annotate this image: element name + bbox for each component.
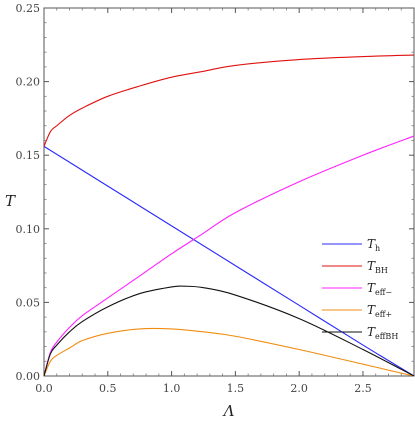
plot-frame [43,7,415,377]
x-axis-title: Λ [222,402,235,420]
x-tick-label: 1.0 [163,382,181,395]
x-tick-label: 2.5 [354,382,372,395]
tick-labels: 0.0 0.5 1.0 1.5 2.0 2.5 0.00 0.05 0.10 0.15 0.20 0.… [16,2,372,395]
y-tick-label: 0.10 [16,223,41,236]
x-tick-label: 1.5 [227,382,245,395]
series-line-t-effbh [43,285,415,377]
series-group [43,54,415,377]
legend: Th TBH Teff− Teff+ TeffBH [322,237,398,341]
series-line-t-bh [43,54,415,147]
legend-label: Teff+ [367,303,392,319]
legend-label: Teff− [367,281,392,297]
y-tick-label: 0.15 [16,149,41,162]
x-tick-label: 0.0 [35,382,53,395]
x-tick-label: 0.5 [99,382,117,395]
legend-label: TeffBH [367,325,398,341]
y-tick-label: 0.05 [16,296,41,309]
x-tick-label: 2.0 [290,382,308,395]
series-line-t-eff- [43,135,415,377]
series-line-t-eff- [43,327,415,377]
legend-label: TBH [367,259,388,275]
series-line-t-h [43,145,415,377]
y-tick-label: 0.25 [16,2,41,15]
y-axis-title: T [5,192,16,210]
y-tick-label: 0.20 [16,76,41,89]
axes-frame [43,7,415,377]
legend-label: Th [367,237,380,253]
y-tick-label: 0.00 [16,370,41,383]
